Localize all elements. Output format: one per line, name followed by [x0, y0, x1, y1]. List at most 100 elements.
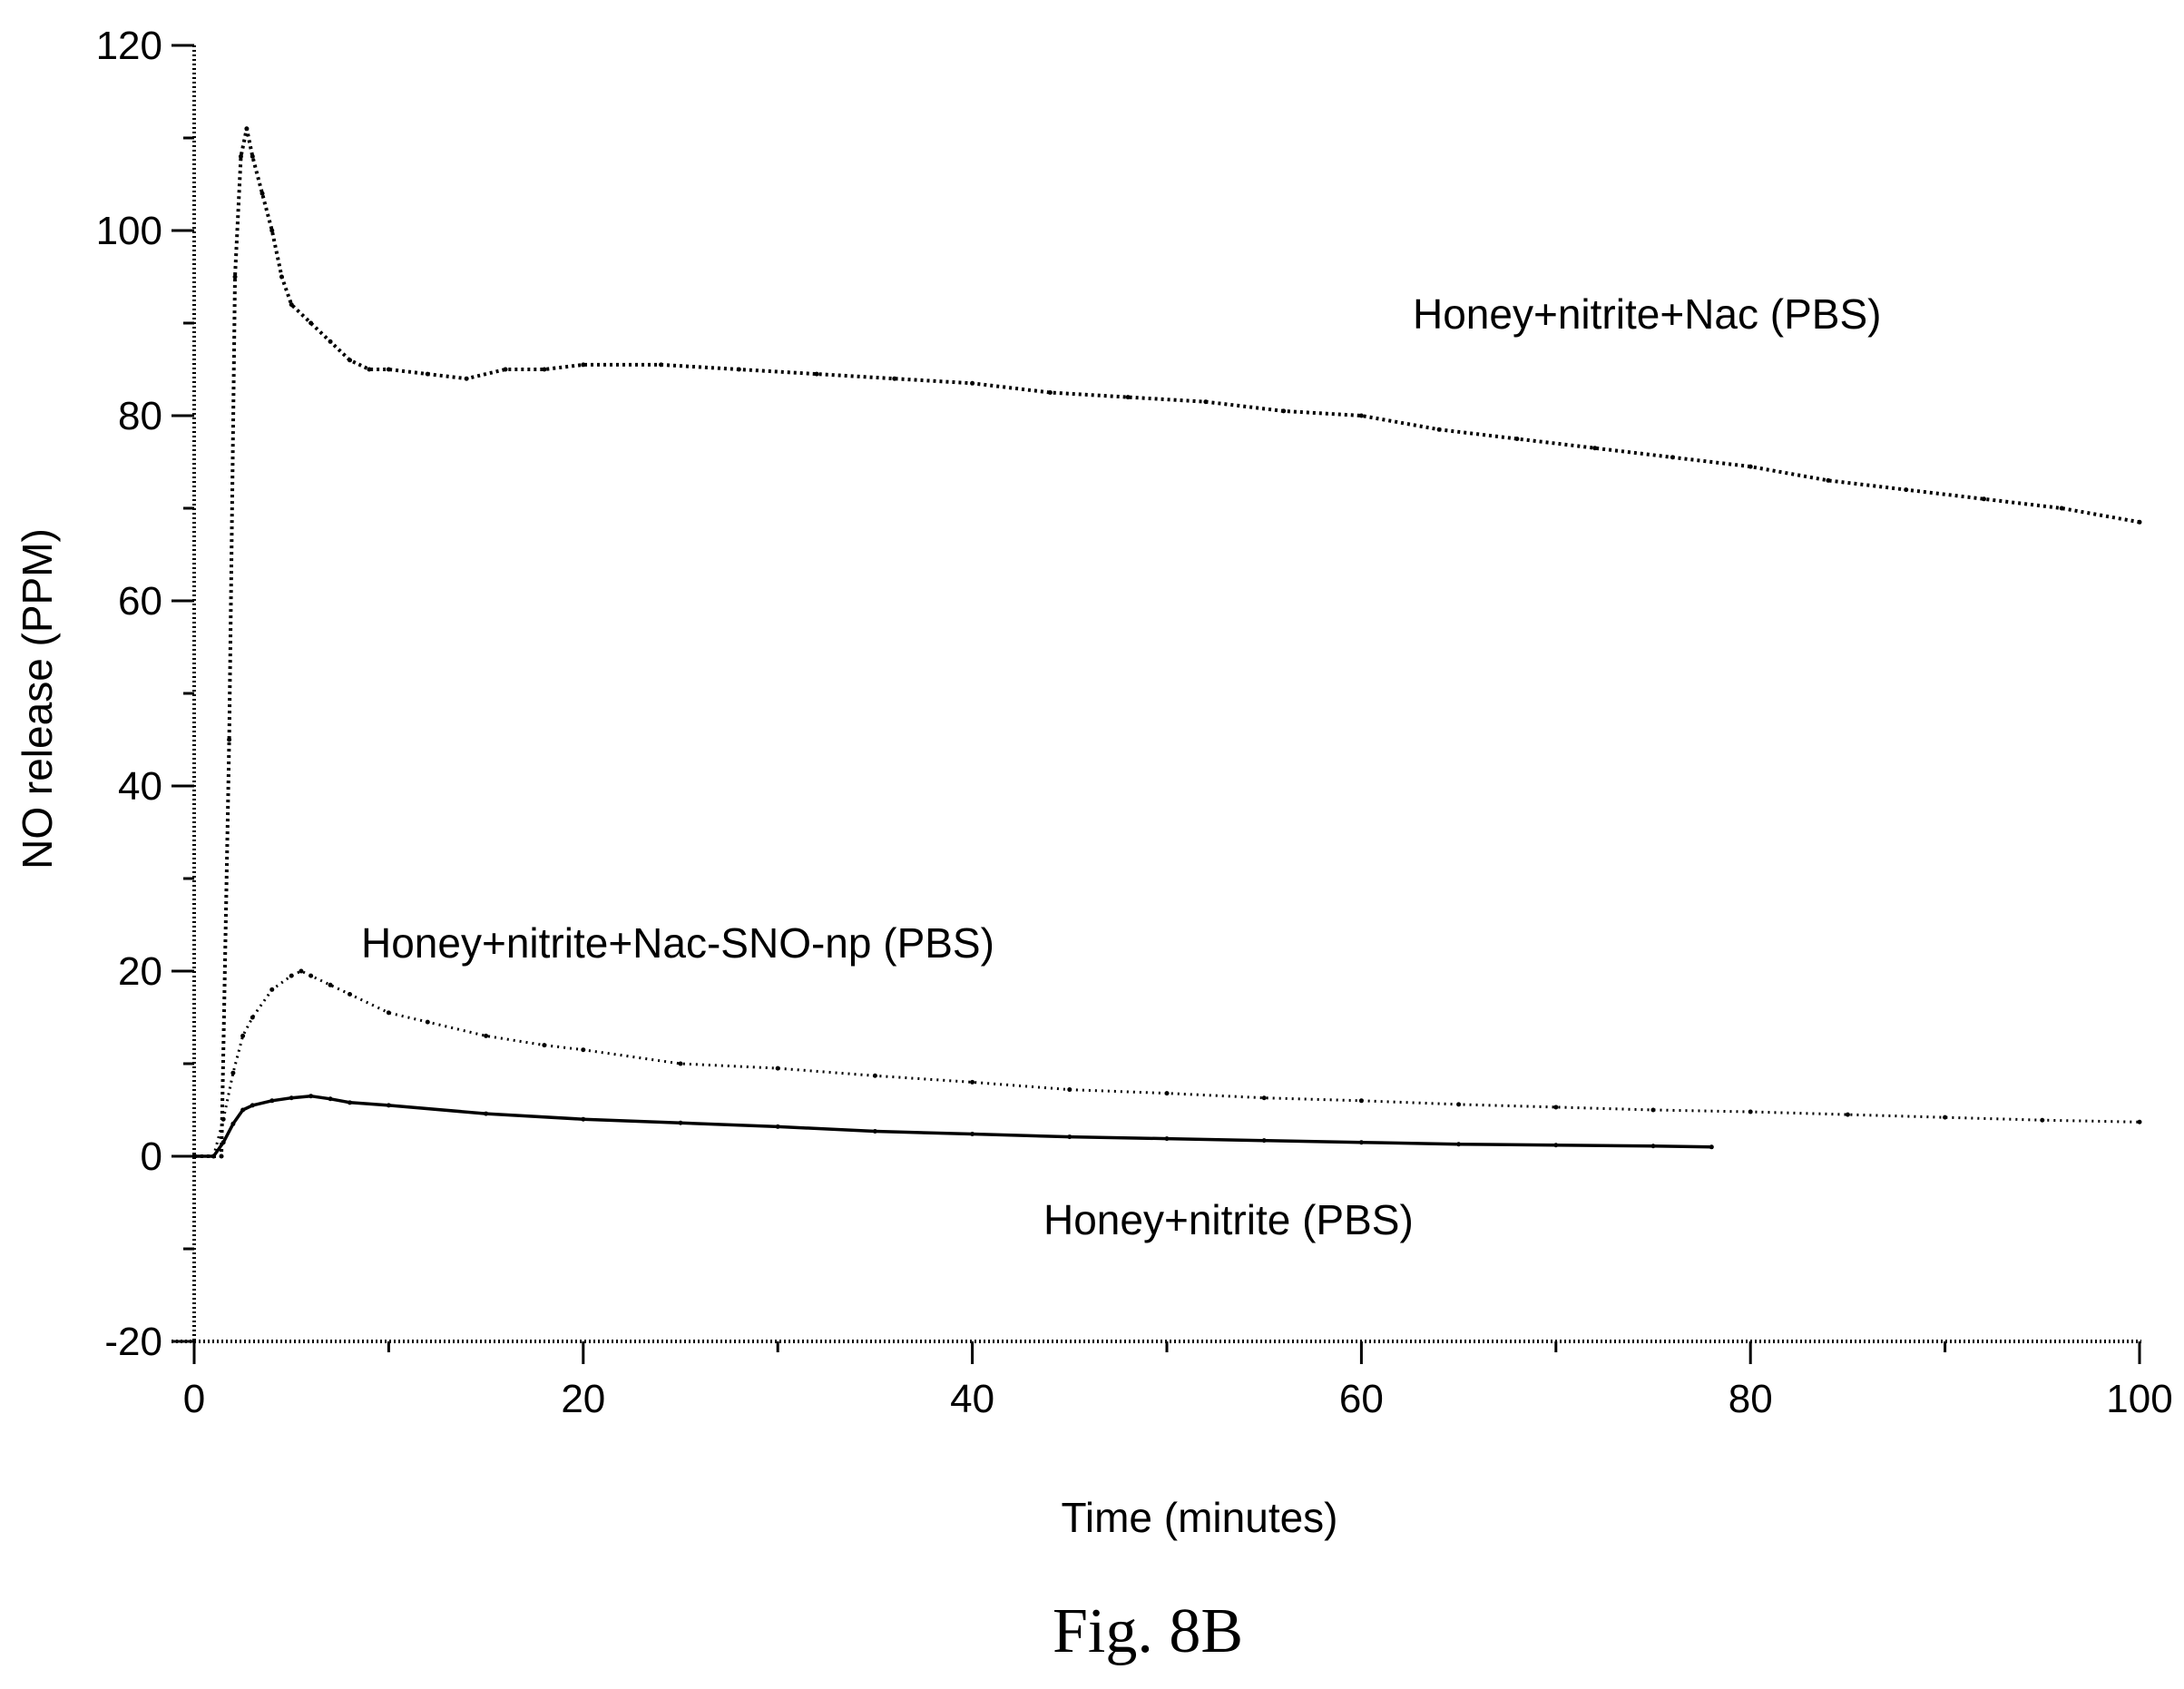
series-line-1 — [194, 969, 2140, 1158]
data-point — [1067, 1087, 1072, 1093]
y-axis-title: NO release (PPM) — [14, 528, 61, 869]
data-point — [1553, 1105, 1559, 1110]
data-point — [348, 358, 353, 363]
data-point — [289, 1095, 294, 1101]
y-tick-label: 20 — [118, 949, 162, 994]
data-point — [1904, 487, 1909, 493]
y-tick-label: 0 — [141, 1134, 162, 1179]
data-point — [484, 1111, 489, 1116]
data-point — [1047, 390, 1053, 395]
x-tick-label: 60 — [1339, 1377, 1384, 1421]
data-point — [230, 1070, 236, 1075]
data-point — [542, 367, 547, 372]
data-point — [678, 1061, 683, 1066]
axes: -20 0 20 40 60 80 100 120 0 20 40 60 80 100 — [96, 24, 2173, 1421]
data-point — [678, 1120, 683, 1125]
data-point — [1358, 1098, 1364, 1104]
data-point — [309, 1094, 314, 1099]
data-point — [970, 1079, 975, 1085]
data-point — [425, 1019, 430, 1025]
data-point — [191, 1154, 197, 1159]
data-point — [464, 376, 469, 381]
data-point — [581, 1047, 586, 1053]
data-point — [970, 1132, 975, 1137]
data-point — [425, 371, 430, 377]
data-point — [220, 1140, 226, 1145]
data-point — [1164, 1136, 1170, 1142]
data-point — [269, 987, 275, 992]
data-point — [250, 1015, 255, 1020]
data-point — [814, 371, 819, 377]
data-point — [872, 1073, 877, 1078]
data-point — [775, 1124, 780, 1129]
x-axis-title: Time (minutes) — [1062, 1494, 1338, 1541]
data-point — [232, 274, 238, 280]
data-point — [386, 1010, 391, 1016]
data-point — [1748, 464, 1753, 469]
data-point — [1436, 427, 1442, 432]
data-point — [289, 973, 294, 978]
data-point — [219, 1154, 224, 1159]
data-point — [1456, 1142, 1462, 1147]
data-point — [260, 191, 265, 196]
data-point — [269, 1098, 275, 1104]
data-point — [289, 302, 294, 308]
data-point — [238, 153, 243, 159]
data-point — [503, 367, 508, 372]
data-point — [250, 153, 255, 159]
data-point — [299, 968, 304, 974]
data-point — [227, 737, 232, 742]
y-tick-label: -20 — [104, 1320, 162, 1364]
y-tick-label: 120 — [96, 24, 162, 68]
x-tick-label: 40 — [950, 1377, 994, 1421]
data-point — [1067, 1134, 1072, 1140]
data-point — [872, 1128, 877, 1134]
data-point — [581, 1116, 586, 1122]
data-point — [240, 1033, 246, 1038]
data-point — [250, 1103, 255, 1108]
data-point — [328, 339, 333, 344]
data-point — [348, 992, 353, 997]
data-point — [2040, 1117, 2045, 1123]
data-point — [581, 362, 586, 368]
data-point — [1358, 1140, 1364, 1145]
data-point — [211, 1154, 216, 1159]
x-tick-label: 0 — [183, 1377, 205, 1421]
data-point — [1125, 395, 1131, 400]
series-layer — [191, 126, 2142, 1159]
data-point — [2137, 519, 2142, 525]
data-point — [1261, 1095, 1267, 1101]
data-point — [1981, 496, 1986, 502]
data-point — [386, 367, 391, 372]
data-point — [542, 1043, 547, 1048]
data-point — [279, 274, 284, 280]
data-point — [1748, 1109, 1753, 1115]
data-point — [1261, 1138, 1267, 1144]
data-point — [1845, 1112, 1850, 1117]
data-point — [1164, 1091, 1170, 1096]
data-point — [659, 362, 664, 368]
data-point — [1670, 455, 1675, 460]
data-point — [328, 982, 333, 987]
data-point — [240, 1107, 246, 1113]
data-point — [1943, 1115, 1948, 1120]
series-label-nac: Honey+nitrite+Nac (PBS) — [1413, 290, 1881, 338]
data-point — [484, 1033, 489, 1038]
data-point — [1592, 446, 1598, 451]
data-point — [348, 1100, 353, 1105]
data-point — [1650, 1144, 1656, 1149]
y-tick-label: 40 — [118, 764, 162, 809]
series-line-0 — [194, 126, 2140, 1158]
y-tick-label: 100 — [96, 209, 162, 253]
data-point — [1709, 1144, 1714, 1150]
data-point — [244, 126, 250, 132]
data-point — [775, 1065, 780, 1071]
data-point — [1826, 477, 1831, 483]
data-point — [230, 1121, 236, 1126]
data-point — [1650, 1107, 1656, 1113]
data-point — [1203, 399, 1209, 405]
data-point — [1358, 413, 1364, 418]
series-label-nitrite: Honey+nitrite (PBS) — [1043, 1196, 1414, 1243]
data-point — [1456, 1102, 1462, 1107]
